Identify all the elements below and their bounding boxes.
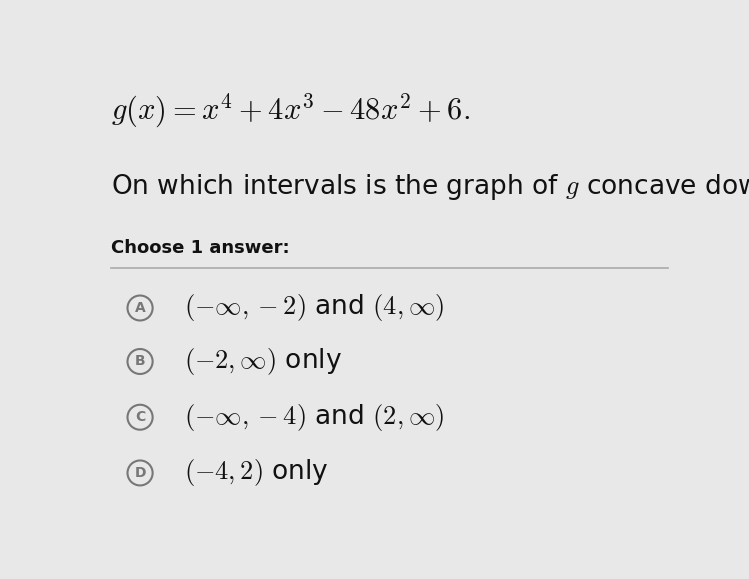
Text: D: D [134,466,146,480]
Text: A: A [135,301,145,315]
Text: On which intervals is the graph of $g$ concave down?: On which intervals is the graph of $g$ c… [111,172,749,202]
Text: $(-2, \infty)$ only: $(-2, \infty)$ only [184,346,342,377]
Text: $(-4, 2)$ only: $(-4, 2)$ only [184,457,328,489]
Text: $(-\infty, -2)$ and $(4, \infty)$: $(-\infty, -2)$ and $(4, \infty)$ [184,292,443,324]
Text: B: B [135,354,145,368]
Text: $(-\infty, -4)$ and $(2, \infty)$: $(-\infty, -4)$ and $(2, \infty)$ [184,402,443,433]
Text: C: C [135,411,145,424]
Text: Choose 1 answer:: Choose 1 answer: [111,239,290,257]
Text: $g(x) = x^4 + 4x^3 - 48x^2 + 6.$: $g(x) = x^4 + 4x^3 - 48x^2 + 6.$ [111,92,470,130]
